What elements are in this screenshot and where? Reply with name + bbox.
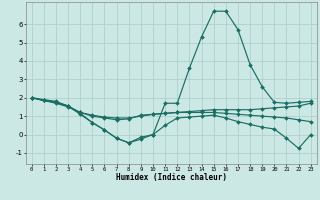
X-axis label: Humidex (Indice chaleur): Humidex (Indice chaleur) [116, 173, 227, 182]
